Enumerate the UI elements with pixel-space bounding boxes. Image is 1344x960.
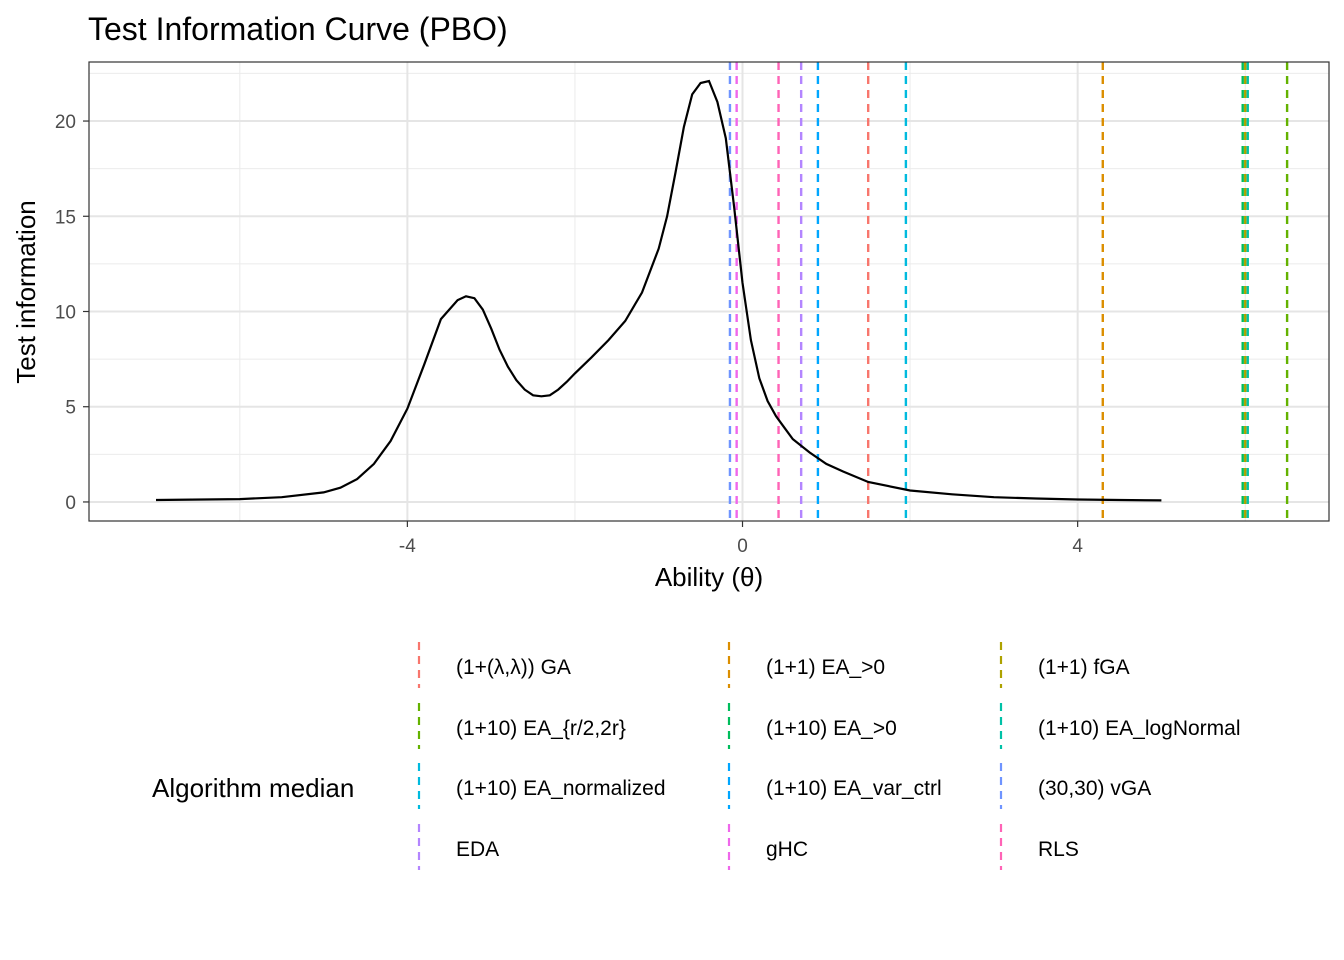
x-tick-label: 4 bbox=[1072, 536, 1083, 557]
legend-label: (1+10) EA_logNormal bbox=[1038, 717, 1241, 740]
y-tick-label: 5 bbox=[65, 398, 76, 419]
x-axis-ticks: -4 0 4 bbox=[399, 521, 1083, 557]
legend-items: (1+(λ,λ)) GA (1+1) EA_>0 (1+1) fGA (1+10) E… bbox=[417, 642, 1241, 870]
minor-gridlines bbox=[89, 62, 1329, 521]
legend-label: (1+10) EA_>0 bbox=[766, 717, 897, 740]
legend-label: EDA bbox=[456, 838, 499, 861]
y-tick-label: 0 bbox=[65, 493, 76, 514]
legend-label: (1+10) EA_normalized bbox=[456, 777, 666, 800]
panel-background bbox=[89, 62, 1329, 521]
y-axis-title: Test information bbox=[11, 200, 41, 384]
x-tick-label: -4 bbox=[399, 536, 416, 557]
legend-label: gHC bbox=[766, 838, 808, 861]
major-gridlines bbox=[89, 62, 1329, 521]
legend-label: RLS bbox=[1038, 838, 1079, 861]
y-axis-ticks: 0 5 10 15 20 bbox=[55, 112, 89, 514]
legend: Algorithm median (1+(λ,λ)) GA (1+1) EA_>0… bbox=[152, 642, 1241, 870]
y-tick-label: 20 bbox=[55, 112, 76, 133]
y-tick-label: 10 bbox=[55, 302, 76, 323]
chart-title: Test Information Curve (PBO) bbox=[88, 11, 508, 47]
y-tick-label: 15 bbox=[55, 207, 76, 228]
x-axis-title: Ability (θ) bbox=[655, 562, 763, 592]
x-tick-label: 0 bbox=[737, 536, 748, 557]
legend-label: (1+(λ,λ)) GA bbox=[456, 656, 571, 679]
legend-label: (1+10) EA_var_ctrl bbox=[766, 777, 942, 800]
legend-title: Algorithm median bbox=[152, 773, 354, 803]
median-lines bbox=[728, 62, 1289, 521]
plot-panel bbox=[88, 61, 1330, 522]
legend-label: (1+10) EA_{r/2,2r} bbox=[456, 717, 626, 740]
legend-label: (1+1) fGA bbox=[1038, 656, 1130, 679]
legend-label: (1+1) EA_>0 bbox=[766, 656, 885, 679]
legend-label: (30,30) vGA bbox=[1038, 777, 1151, 800]
test-information-curve bbox=[155, 79, 1162, 502]
panel-border bbox=[88, 61, 1330, 522]
